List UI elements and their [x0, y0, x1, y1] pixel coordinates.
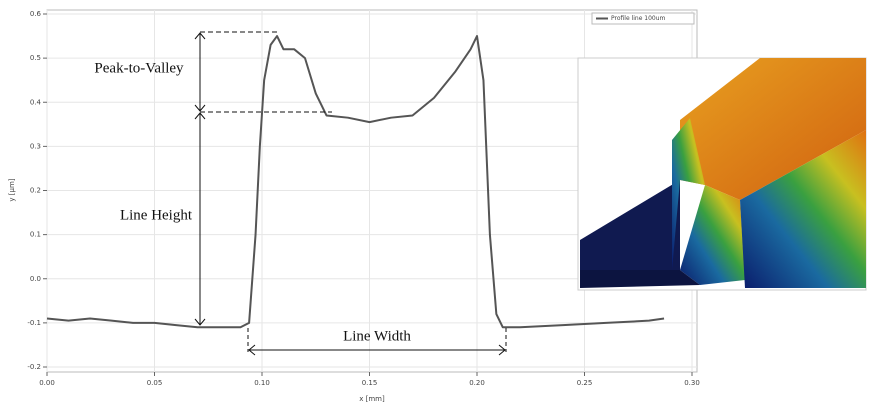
- x-tick-label: 0.15: [362, 379, 378, 387]
- x-tick-label: 0.25: [577, 379, 593, 387]
- x-tick-label: 0.05: [147, 379, 163, 387]
- x-tick-label: 0.10: [254, 379, 270, 387]
- annotation: Peak-to-Valley: [94, 60, 184, 76]
- chart: 0.00 0.05 0.10 0.15 0.20 0.25 0.30 -0.2 -0.1 0.0 0…: [0, 0, 869, 405]
- x-axis-label: x [mm]: [359, 395, 385, 403]
- y-tick-label: 0.4: [30, 98, 42, 106]
- x-tick-label: 0.20: [469, 379, 485, 387]
- y-tick-label: 0.3: [30, 142, 41, 150]
- annotation: Line Height: [120, 207, 193, 223]
- legend-label: Profile line 100um: [611, 15, 666, 22]
- y-tick-label: 0.5: [30, 54, 41, 62]
- page: {"chart_data": {"type": "line", "x_label…: [0, 0, 869, 405]
- y-tick-label: 0.1: [30, 231, 41, 239]
- x-tick-label: 0.00: [39, 379, 55, 387]
- y-tick-label: -0.1: [27, 319, 41, 327]
- y-axis-label: y [µm]: [8, 178, 16, 201]
- y-tick-label: -0.2: [27, 363, 41, 371]
- x-tick-label: 0.30: [684, 379, 700, 387]
- y-tick-label: 0.6: [30, 10, 42, 18]
- inset-3d-image: [578, 58, 866, 290]
- y-tick-label: 0.2: [30, 187, 41, 195]
- y-tick-label: 0.0: [30, 275, 41, 283]
- annotation: Line Width: [343, 328, 411, 344]
